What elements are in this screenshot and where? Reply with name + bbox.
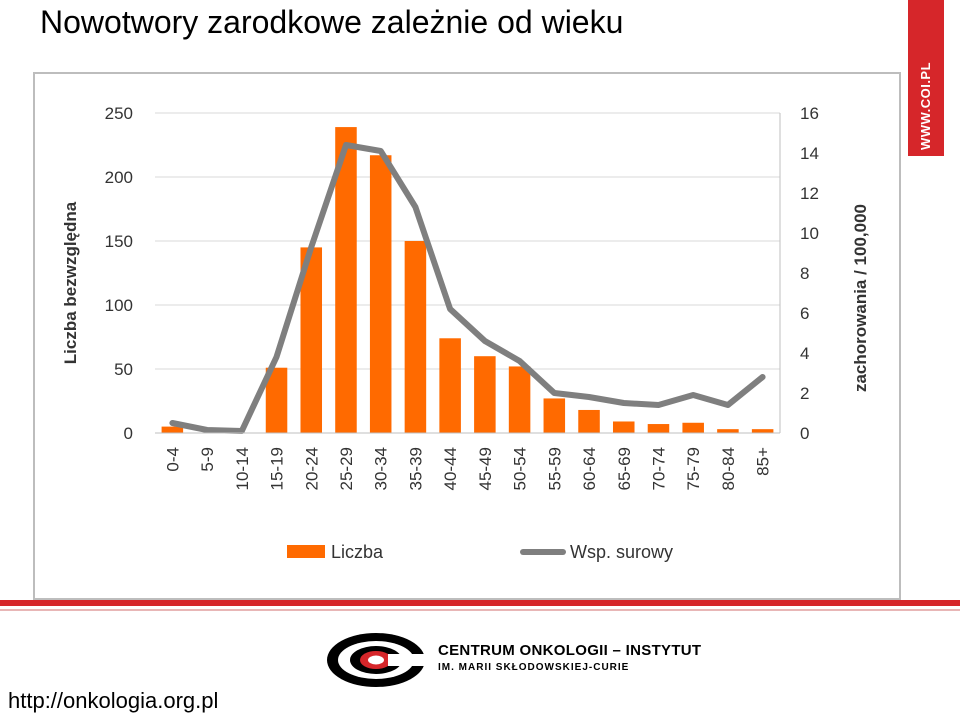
legend-swatch-bar (287, 545, 325, 558)
y-tick-label: 0 (124, 424, 133, 443)
x-tick-label: 45-49 (476, 447, 495, 490)
y-tick-label: 150 (105, 232, 133, 251)
bar (578, 409, 600, 433)
logo-subtitle: IM. MARII SKŁODOWSKIEJ-CURIE (438, 662, 630, 673)
bar (474, 356, 496, 433)
x-tick-label: 65-69 (615, 447, 634, 490)
x-tick-label: 50-54 (511, 447, 530, 490)
x-tick-label: 5-9 (198, 447, 217, 472)
legend-label-bar: Liczba (331, 542, 384, 562)
x-tick-label: 35-39 (406, 447, 425, 490)
y2-tick-label: 8 (800, 264, 809, 283)
x-tick-label: 40-44 (441, 447, 460, 490)
y-tick-label: 50 (114, 360, 133, 379)
bar (612, 421, 635, 433)
page-title: Nowotwory zarodkowe zależnie od wieku (40, 4, 624, 40)
y2-tick-label: 2 (800, 384, 809, 403)
y2-tick-label: 16 (800, 104, 819, 123)
x-tick-label: 55-59 (545, 447, 564, 490)
y2-tick-label: 6 (800, 304, 809, 323)
y-tick-label: 100 (105, 296, 133, 315)
x-tick-label: 75-79 (684, 447, 703, 490)
bar (543, 398, 566, 433)
x-tick-label: 0-4 (163, 447, 182, 472)
footer-divider-thin (0, 609, 960, 611)
y2-axis-title: zachorowania / 100,000 (851, 204, 870, 392)
y-tick-label: 200 (105, 168, 133, 187)
bar (439, 338, 461, 433)
y2-tick-label: 14 (800, 144, 819, 163)
logo-title: CENTRUM ONKOLOGII – INSTYTUT (438, 642, 702, 659)
y2-tick-label: 10 (800, 224, 819, 243)
y2-tick-label: 0 (800, 424, 809, 443)
x-tick-label: 85+ (754, 447, 773, 476)
x-tick-label: 80-84 (719, 447, 738, 490)
chart-frame (33, 72, 901, 600)
y-tick-label: 250 (105, 104, 133, 123)
bar (647, 424, 670, 433)
y-axis-title: Liczba bezwzględna (61, 201, 80, 364)
bar (717, 429, 739, 433)
bar (751, 429, 774, 433)
footer-url: http://onkologia.org.pl (8, 688, 219, 713)
legend: Liczba Wsp. surowy (287, 542, 673, 562)
y2-tick-label: 4 (800, 344, 809, 363)
bar (508, 366, 531, 433)
bar (404, 241, 427, 433)
y2-tick-label: 12 (800, 184, 819, 203)
bar (265, 367, 288, 433)
legend-label-line: Wsp. surowy (570, 542, 673, 562)
line-series (169, 142, 766, 434)
series-line (169, 142, 766, 434)
bar (682, 422, 704, 433)
bar (335, 127, 357, 433)
x-tick-label: 20-24 (302, 447, 321, 490)
axes: 0 50 100 150 200 250 0 2 4 6 8 10 12 14 16 0-4 5-9 10-14 1… (61, 104, 870, 490)
x-tick-label: 15-19 (268, 447, 287, 490)
coi-logo-icon (327, 633, 426, 687)
x-tick-label: 30-34 (372, 447, 391, 490)
bar (369, 155, 392, 434)
x-tick-label: 60-64 (580, 447, 599, 490)
brand-badge (908, 0, 944, 156)
x-tick-label: 25-29 (337, 447, 356, 490)
bar (300, 247, 323, 433)
footer-divider (0, 600, 960, 606)
bar (161, 426, 184, 433)
x-tick-label: 10-14 (233, 447, 252, 490)
bar-series (161, 127, 774, 434)
x-tick-label: 70-74 (649, 447, 668, 490)
grid-lines (155, 112, 780, 370)
